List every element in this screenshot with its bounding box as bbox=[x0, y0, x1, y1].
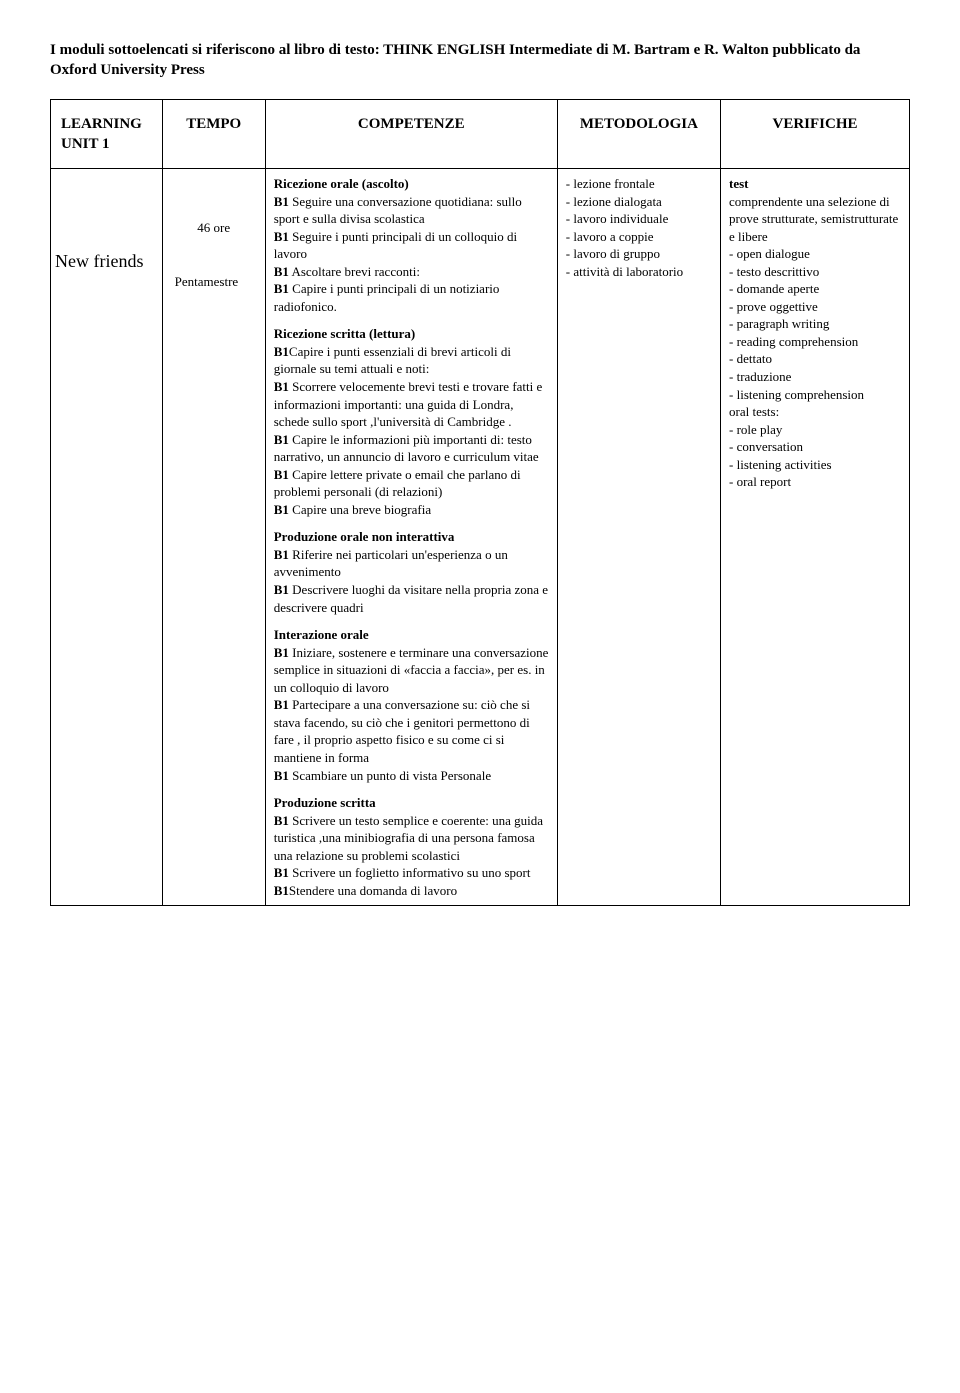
comp-text: Capire una breve biografia bbox=[289, 502, 431, 517]
comp-line: B1 Riferire nei particolari un'esperienz… bbox=[274, 546, 549, 581]
verifiche-list-1: open dialogue testo descrittivo domande … bbox=[729, 245, 901, 403]
table-header-row: LEARNING UNIT 1 TEMPO COMPETENZE METODOL… bbox=[51, 99, 910, 169]
comp-s2-head: Ricezione scritta (lettura) bbox=[274, 325, 549, 343]
learning-unit-table: LEARNING UNIT 1 TEMPO COMPETENZE METODOL… bbox=[50, 99, 910, 907]
comp-line: B1Stendere una domanda di lavoro bbox=[274, 882, 549, 900]
comp-line: B1 Scrivere un testo semplice e coerente… bbox=[274, 812, 549, 865]
comp-text: Iniziare, sostenere e terminare una conv… bbox=[274, 645, 549, 695]
b1-tag: B1 bbox=[274, 502, 289, 517]
tempo-period: Pentamestre bbox=[171, 237, 257, 291]
oral-first-item: - role play bbox=[729, 421, 901, 439]
verifiche-block: test comprendente una selezione di prove… bbox=[729, 175, 901, 245]
header-verifiche: VERIFICHE bbox=[721, 99, 910, 169]
b1-tag: B1 bbox=[274, 865, 289, 880]
header-unit: LEARNING UNIT 1 bbox=[51, 99, 163, 169]
comp-line: B1 Capire le informazioni più importanti… bbox=[274, 431, 549, 466]
b1-tag: B1 bbox=[274, 432, 289, 447]
list-item: reading comprehension bbox=[729, 333, 901, 351]
list-item: conversation bbox=[729, 438, 901, 456]
intro-text: I moduli sottoelencati si riferiscono al… bbox=[50, 40, 910, 81]
comp-text: Descrivere luoghi da visitare nella prop… bbox=[274, 582, 548, 615]
oral-tests-label: oral tests: bbox=[729, 404, 779, 419]
b1-tag: B1 bbox=[274, 768, 289, 783]
comp-line: B1 Partecipare a una conversazione su: c… bbox=[274, 696, 549, 766]
list-item: oral report bbox=[729, 473, 901, 491]
header-tempo: TEMPO bbox=[162, 99, 265, 169]
comp-text: Capire lettere private o email che parla… bbox=[274, 467, 521, 500]
list-item: attività di laboratorio bbox=[566, 263, 712, 281]
list-item: lavoro di gruppo bbox=[566, 245, 712, 263]
unit-title-cell: New friends bbox=[51, 169, 163, 906]
comp-line: B1 Scorrere velocemente brevi testi e tr… bbox=[274, 378, 549, 431]
list-item: testo descrittivo bbox=[729, 263, 901, 281]
comp-text: Riferire nei particolari un'esperienza o… bbox=[274, 547, 508, 580]
comp-line: B1 Scrivere un foglietto informativo su … bbox=[274, 864, 549, 882]
list-item: domande aperte bbox=[729, 280, 901, 298]
comp-s5-head: Produzione scritta bbox=[274, 794, 549, 812]
tempo-cell: 46 ore Pentamestre bbox=[162, 169, 265, 906]
comp-text: Partecipare a una conversazione su: ciò … bbox=[274, 697, 530, 765]
list-item: lezione dialogata bbox=[566, 193, 712, 211]
comp-text: Capire i punti principali di un notiziar… bbox=[274, 281, 500, 314]
b1-tag: B1 bbox=[274, 379, 289, 394]
metodologia-cell: lezione frontale lezione dialogata lavor… bbox=[557, 169, 720, 906]
comp-text: Stendere una domanda di lavoro bbox=[289, 883, 457, 898]
b1-tag: B1 bbox=[274, 264, 289, 279]
comp-text: Scorrere velocemente brevi testi e trova… bbox=[274, 379, 543, 429]
b1-tag: B1 bbox=[274, 582, 289, 597]
list-item: open dialogue bbox=[729, 245, 901, 263]
verifiche-cell: test comprendente una selezione di prove… bbox=[721, 169, 910, 906]
verif-lead-desc: comprendente una selezione di prove stru… bbox=[729, 194, 898, 244]
comp-text: Ascoltare brevi racconti: bbox=[289, 264, 420, 279]
comp-line: B1 Seguire una conversazione quotidiana:… bbox=[274, 193, 549, 228]
verif-lead-test: test bbox=[729, 176, 749, 191]
tempo-hours: 46 ore bbox=[171, 175, 257, 237]
verifiche-list-2: conversation listening activities oral r… bbox=[729, 438, 901, 491]
header-competenze: COMPETENZE bbox=[265, 99, 557, 169]
b1-tag: B1 bbox=[274, 229, 289, 244]
b1-tag: B1 bbox=[274, 645, 289, 660]
b1-tag: B1 bbox=[274, 281, 289, 296]
comp-text: Seguire una conversazione quotidiana: su… bbox=[274, 194, 522, 227]
comp-line: B1 Capire una breve biografia bbox=[274, 501, 549, 519]
header-metodologia: METODOLOGIA bbox=[557, 99, 720, 169]
comp-s3-head: Produzione orale non interattiva bbox=[274, 528, 549, 546]
list-item: lezione frontale bbox=[566, 175, 712, 193]
comp-line: B1 Seguire i punti principali di un coll… bbox=[274, 228, 549, 263]
comp-text: Capire le informazioni più importanti di… bbox=[274, 432, 539, 465]
comp-text: Scambiare un punto di vista Personale bbox=[289, 768, 491, 783]
comp-line: B1 Capire lettere private o email che pa… bbox=[274, 466, 549, 501]
comp-s4-head: Interazione orale bbox=[274, 626, 549, 644]
comp-line: B1Capire i punti essenziali di brevi art… bbox=[274, 343, 549, 378]
b1-tag: B1 bbox=[274, 813, 289, 828]
metodologia-list: lezione frontale lezione dialogata lavor… bbox=[566, 175, 712, 280]
comp-line: B1 Capire i punti principali di un notiz… bbox=[274, 280, 549, 315]
list-item: paragraph writing bbox=[729, 315, 901, 333]
comp-line: B1 Descrivere luoghi da visitare nella p… bbox=[274, 581, 549, 616]
b1-tag: B1 bbox=[274, 547, 289, 562]
list-item: traduzione bbox=[729, 368, 901, 386]
b1-tag: B1 bbox=[274, 883, 289, 898]
b1-tag: B1 bbox=[274, 697, 289, 712]
list-item: listening activities bbox=[729, 456, 901, 474]
list-item: lavoro individuale bbox=[566, 210, 712, 228]
table-row: New friends 46 ore Pentamestre Ricezione… bbox=[51, 169, 910, 906]
comp-text: Scrivere un foglietto informativo su uno… bbox=[289, 865, 531, 880]
list-item: lavoro a coppie bbox=[566, 228, 712, 246]
list-item: listening comprehension bbox=[729, 386, 901, 404]
comp-s1-head: Ricezione orale (ascolto) bbox=[274, 175, 549, 193]
comp-line: B1 Ascoltare brevi racconti: bbox=[274, 263, 549, 281]
oral-tests-head: oral tests: bbox=[729, 403, 901, 421]
comp-line: B1 Iniziare, sostenere e terminare una c… bbox=[274, 644, 549, 697]
comp-text: Capire i punti essenziali di brevi artic… bbox=[274, 344, 511, 377]
comp-text: Scrivere un testo semplice e coerente: u… bbox=[274, 813, 543, 863]
competenze-cell: Ricezione orale (ascolto) B1 Seguire una… bbox=[265, 169, 557, 906]
b1-tag: B1 bbox=[274, 194, 289, 209]
b1-tag: B1 bbox=[274, 467, 289, 482]
list-item: prove oggettive bbox=[729, 298, 901, 316]
comp-line: B1 Scambiare un punto di vista Personale bbox=[274, 767, 549, 785]
b1-tag: B1 bbox=[274, 344, 289, 359]
list-item: dettato bbox=[729, 350, 901, 368]
comp-text: Seguire i punti principali di un colloqu… bbox=[274, 229, 517, 262]
